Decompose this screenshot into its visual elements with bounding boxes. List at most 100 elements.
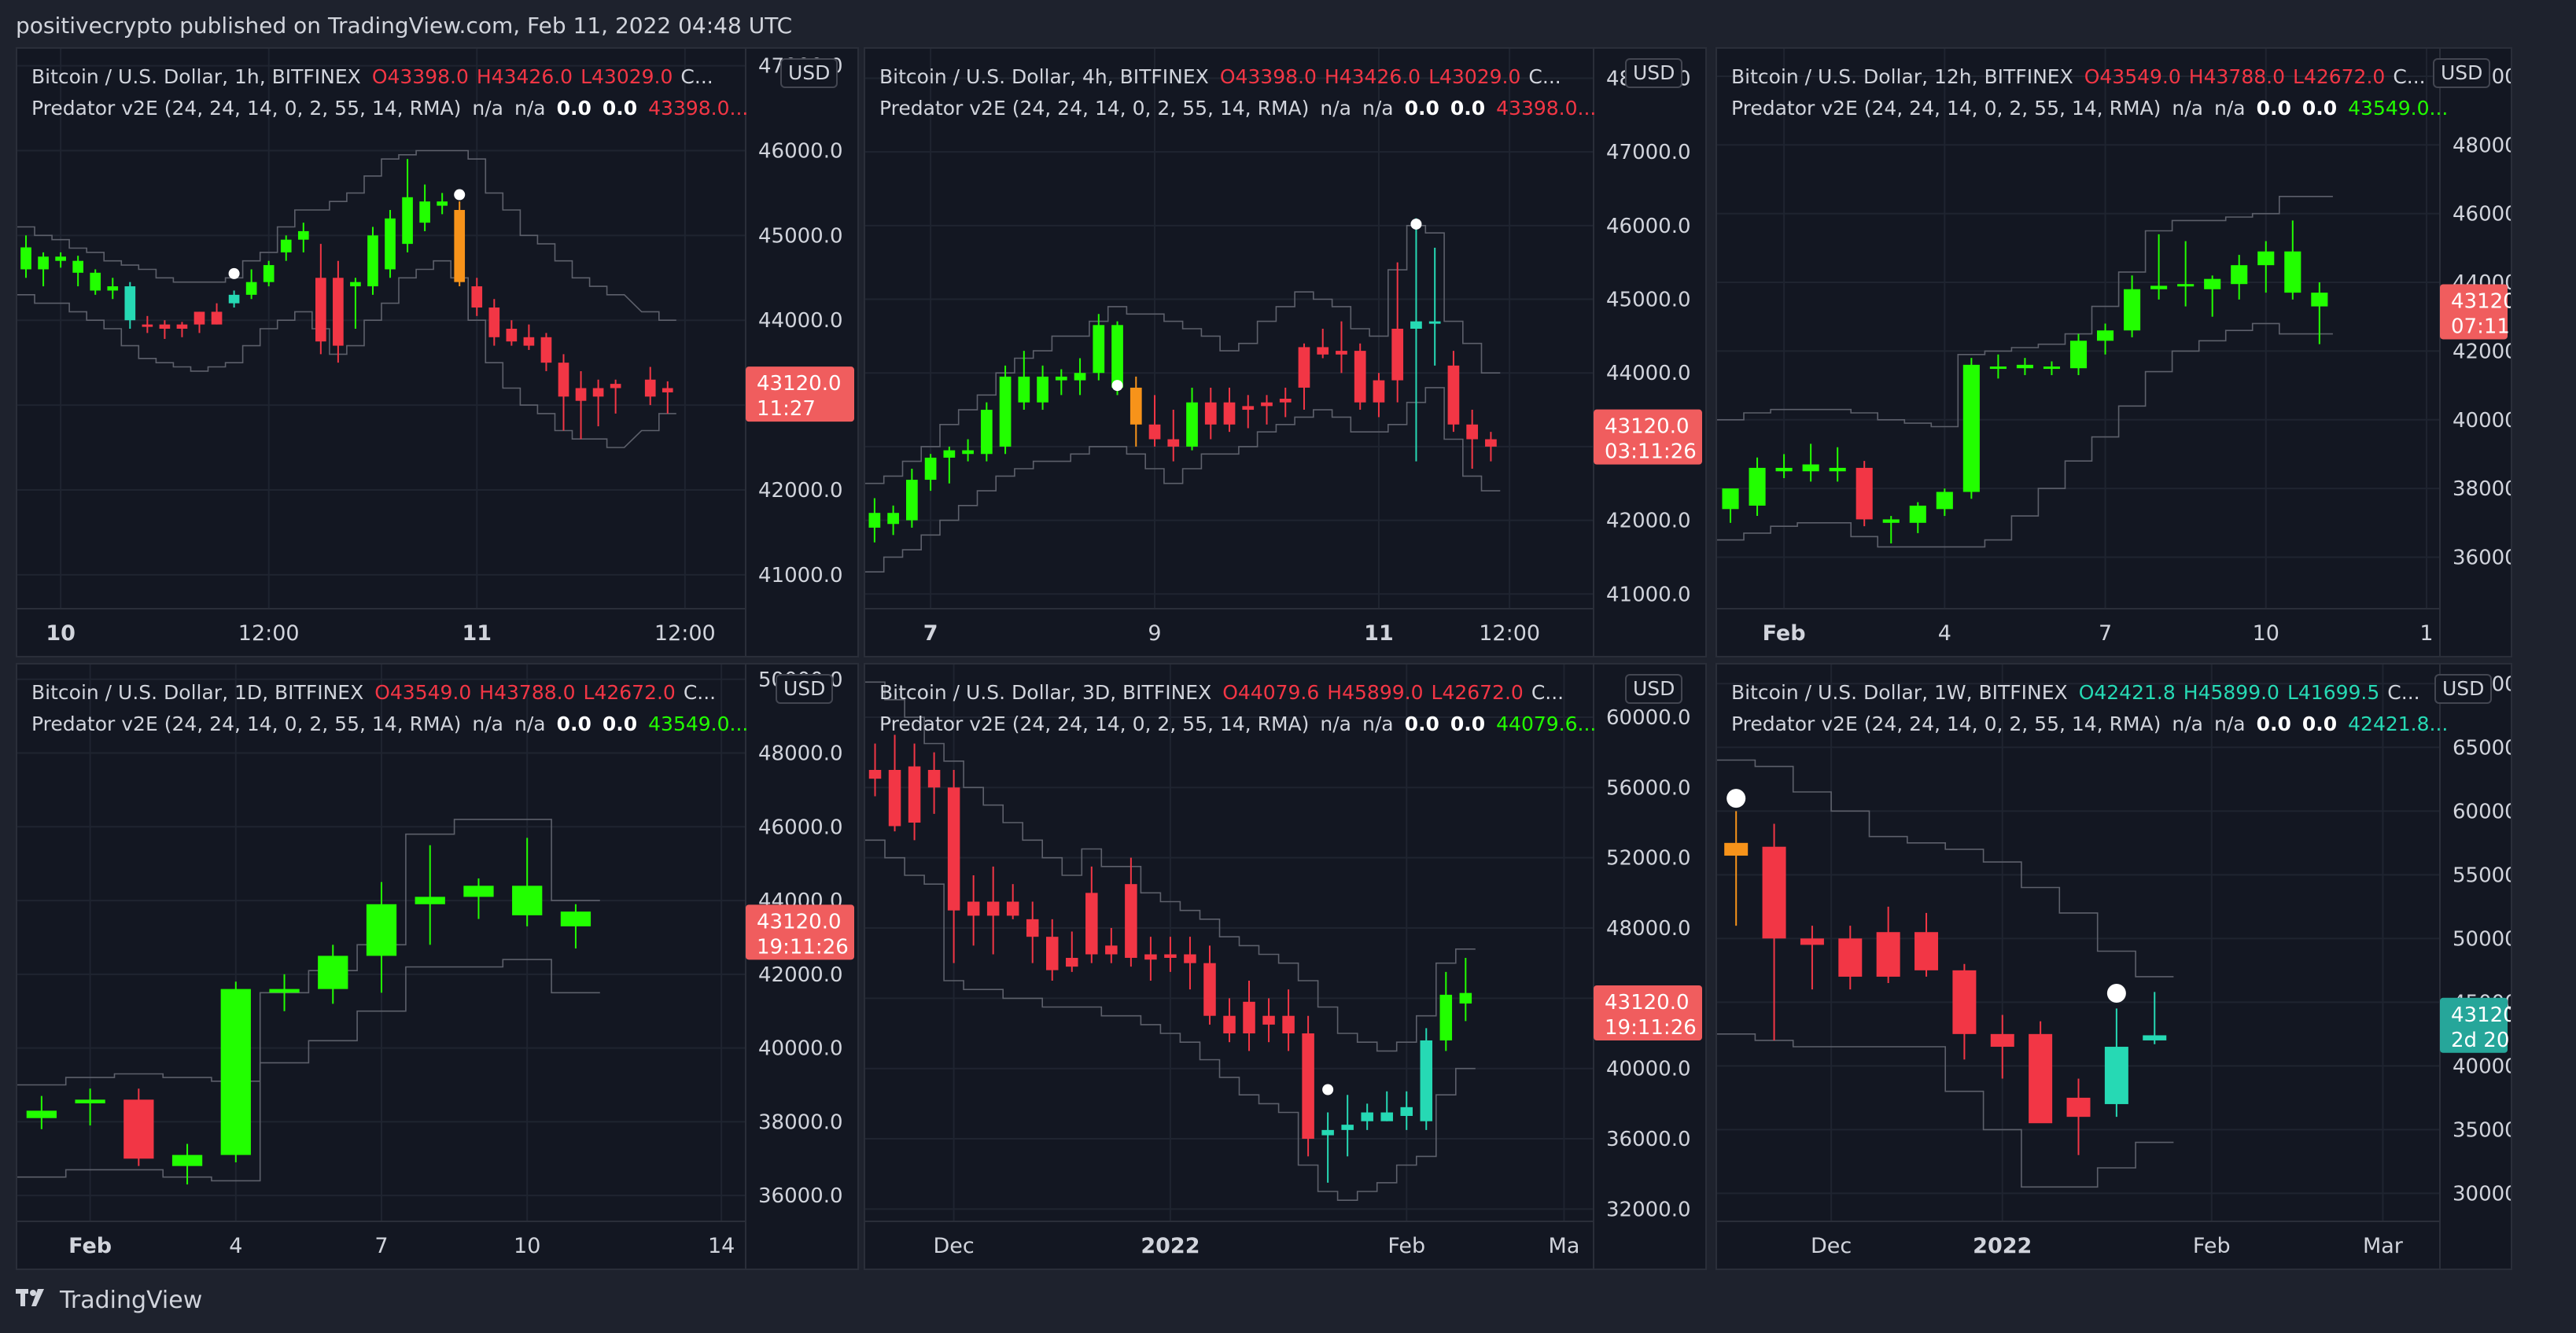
- price-label-countdown: 2d 20h: [2451, 1029, 2511, 1052]
- candle: [1882, 516, 1900, 544]
- candle-body: [1802, 464, 1819, 472]
- candle: [1336, 321, 1347, 374]
- chart-panel-1d[interactable]: 36000.0 38000.0 40000.0 42000.0 44000.0 46000…: [16, 663, 859, 1270]
- candle: [1203, 945, 1216, 1025]
- candles: [868, 218, 1497, 543]
- candle: [2284, 220, 2301, 300]
- candle: [1962, 358, 1980, 499]
- candle: [1420, 1028, 1433, 1130]
- chart-canvas[interactable]: 36000.038000.040000.042000.044000.046000…: [17, 665, 857, 1269]
- candles: [1724, 811, 2167, 1155]
- price-label-bg: [2440, 997, 2508, 1053]
- currency-button[interactable]: USD: [780, 58, 838, 88]
- chart-panel-1h[interactable]: 41000.042000.043000.044000.045000.046000…: [16, 47, 859, 657]
- candle-body: [350, 282, 361, 287]
- candle: [124, 282, 136, 329]
- candle-body: [1762, 846, 1786, 939]
- candle: [947, 770, 960, 963]
- candles: [868, 735, 1472, 1183]
- price-tick-label: 56000.0: [1606, 776, 1691, 800]
- candle: [402, 159, 413, 252]
- candle: [1802, 444, 1819, 482]
- candle-body: [1856, 467, 1873, 520]
- price-label-value: 43120.0: [2451, 289, 2511, 313]
- band-lower-line: [865, 387, 1501, 573]
- candle: [1800, 926, 1824, 990]
- price-tick-label: 35000.0: [2453, 1118, 2511, 1142]
- time-tick-label: Dec: [933, 1234, 974, 1258]
- candle: [38, 252, 49, 287]
- candle-body: [1341, 1125, 1354, 1130]
- price-label-bg: [746, 366, 854, 422]
- candle-body: [159, 324, 171, 329]
- candle: [123, 1088, 154, 1166]
- candle: [1380, 1091, 1393, 1121]
- currency-button[interactable]: USD: [1625, 58, 1683, 88]
- candle: [2043, 361, 2061, 375]
- candle-body: [488, 307, 500, 337]
- price-label-countdown: 19:11:26: [1605, 1016, 1697, 1040]
- band-lower-line: [865, 839, 1476, 1201]
- chart-canvas[interactable]: 32000.036000.040000.044000.048000.052000…: [865, 665, 1705, 1269]
- candle: [1261, 395, 1273, 425]
- candle: [1485, 432, 1497, 462]
- chart-canvas[interactable]: 41000.042000.043000.044000.045000.046000…: [17, 49, 857, 656]
- candle-body: [2029, 1033, 2053, 1124]
- price-label-value: 43120.0: [2451, 1003, 2511, 1027]
- candle-body: [1204, 402, 1217, 425]
- chart-canvas[interactable]: 30000.035000.040000.045000.050000.055000…: [1717, 665, 2511, 1269]
- chart-canvas[interactable]: 41000.042000.043000.044000.045000.046000…: [865, 49, 1705, 656]
- candle-body: [662, 388, 673, 392]
- candle-body: [1775, 467, 1793, 472]
- candle: [540, 333, 552, 371]
- candle-body: [90, 272, 101, 291]
- currency-button[interactable]: USD: [1625, 674, 1683, 704]
- grid: [17, 665, 746, 1221]
- candle-body: [1317, 347, 1329, 355]
- time-tick-label: 11: [462, 621, 492, 646]
- price-tick-label: 32000.0: [1606, 1198, 1691, 1221]
- chart-panel-1w[interactable]: 30000.035000.040000.045000.050000.055000…: [1715, 663, 2512, 1270]
- candle: [1400, 1091, 1413, 1130]
- current-price-label: 43120.019:11:26: [746, 904, 854, 960]
- brand-name: TradingView: [60, 1287, 203, 1314]
- current-price-label: 43120.019:11:26: [1594, 985, 1702, 1041]
- chart-panel-12h[interactable]: 36000.038000.040000.042000.044000.046000…: [1715, 47, 2512, 657]
- candle: [1749, 457, 1766, 517]
- chart-panel-4h[interactable]: 41000.042000.043000.044000.045000.046000…: [864, 47, 1707, 657]
- candle: [1184, 937, 1196, 990]
- candle-body: [1105, 945, 1118, 955]
- candle: [1428, 247, 1441, 366]
- candle-body: [1428, 321, 1441, 324]
- footer-brand[interactable]: TradingView: [16, 1287, 202, 1314]
- chart-canvas[interactable]: 36000.038000.040000.042000.044000.046000…: [1717, 49, 2511, 656]
- candle-body: [1400, 1107, 1413, 1116]
- candle-body: [1447, 365, 1460, 425]
- candle: [1391, 262, 1404, 403]
- candle-body: [2124, 289, 2141, 331]
- time-tick-label: 4: [229, 1234, 242, 1258]
- signal-dot: [1322, 1084, 1334, 1095]
- candle-body: [2311, 293, 2328, 307]
- candle: [2029, 1021, 2053, 1124]
- candle: [1204, 387, 1217, 440]
- time-tick-label: 10: [2253, 621, 2279, 646]
- candle: [1447, 351, 1460, 433]
- current-price-label: 43120.02d 20h: [2440, 997, 2511, 1053]
- candle: [385, 209, 396, 278]
- currency-button[interactable]: USD: [2433, 58, 2491, 88]
- time-tick-label: Feb: [1763, 621, 1806, 646]
- candle-body: [220, 989, 251, 1155]
- candle: [1006, 884, 1019, 919]
- time-tick-label: 10: [46, 621, 76, 646]
- candle-body: [1186, 402, 1198, 447]
- band-lower-line: [1717, 322, 2333, 548]
- price-tick-label: 48000.0: [2453, 134, 2511, 157]
- chart-panel-3d[interactable]: 32000.036000.040000.044000.048000.052000…: [864, 663, 1707, 1270]
- price-tick-label: 38000.0: [2453, 477, 2511, 501]
- candle-body: [962, 450, 974, 455]
- candle-body: [868, 513, 881, 528]
- currency-button[interactable]: USD: [2434, 674, 2493, 704]
- currency-button[interactable]: USD: [776, 674, 834, 704]
- price-label-countdown: 03:11:26: [1605, 440, 1697, 464]
